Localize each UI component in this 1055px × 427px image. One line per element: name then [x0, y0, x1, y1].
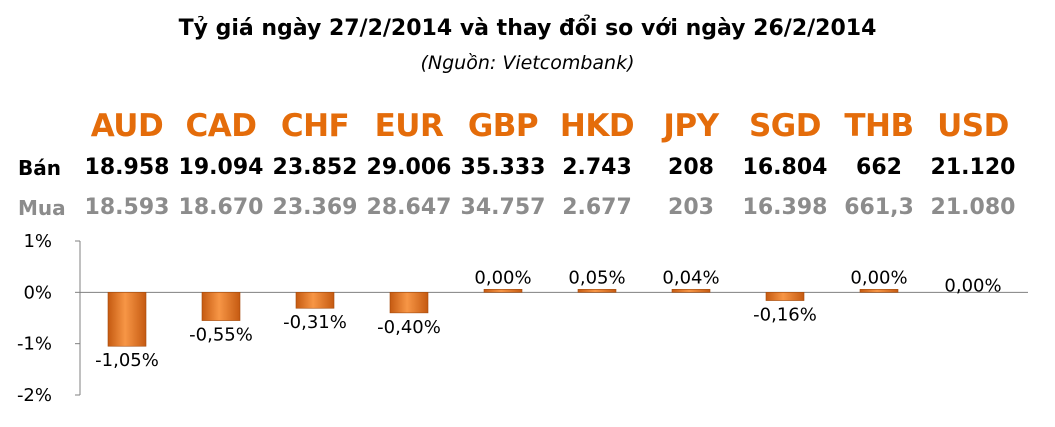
chart-subtitle: (Nguồn: Vietcombank) — [420, 52, 635, 74]
value-label-eur: -0,40% — [377, 317, 441, 338]
buy-rate-aud: 18.593 — [84, 195, 170, 220]
value-label-chf: -0,31% — [283, 312, 347, 333]
bar-gbp — [483, 289, 523, 293]
value-label-thb: 0,00% — [850, 267, 907, 288]
chart-bars — [107, 289, 899, 347]
value-label-hkd: 0,05% — [568, 267, 625, 288]
bar-chf — [295, 292, 335, 309]
currency-code-thb: THB — [844, 108, 914, 144]
value-label-aud: -1,05% — [95, 350, 159, 371]
buy-rate-eur: 28.647 — [366, 195, 452, 220]
sell-rate-aud: 18.958 — [84, 155, 170, 180]
y-tick-label: -1% — [17, 334, 52, 355]
bar-cad — [201, 292, 241, 321]
currency-code-aud: AUD — [90, 108, 164, 144]
chart-data-labels: -1,05% -0,55% -0,31% -0,40% 0,00% 0,05% 0,04% -… — [95, 267, 1001, 371]
value-label-usd: 0,00% — [944, 275, 1001, 296]
chart-title: Tỷ giá ngày 27/2/2014 và thay đổi so với… — [178, 16, 877, 41]
currency-code-cad: CAD — [185, 108, 257, 144]
buy-row-label: Mua — [18, 196, 66, 220]
sell-rate-sgd: 16.804 — [742, 155, 828, 180]
buy-rate-gbp: 34.757 — [460, 195, 546, 220]
value-label-jpy: 0,04% — [662, 267, 719, 288]
bar-sgd — [765, 292, 805, 301]
buy-rate-thb: 661,3 — [844, 195, 914, 220]
currency-code-usd: USD — [937, 108, 1009, 144]
value-label-sgd: -0,16% — [753, 305, 817, 326]
bar-thb — [859, 289, 899, 293]
currency-code-jpy: JPY — [663, 108, 719, 144]
y-tick-label: 1% — [23, 231, 52, 252]
sell-rate-thb: 662 — [856, 155, 902, 180]
sell-rate-usd: 21.120 — [930, 155, 1016, 180]
buy-rate-hkd: 2.677 — [562, 195, 632, 220]
bar-aud — [107, 292, 147, 347]
y-tick-label: 0% — [23, 282, 52, 303]
buy-rate-jpy: 203 — [668, 195, 714, 220]
sell-rate-eur: 29.006 — [366, 155, 452, 180]
currency-code-chf: CHF — [280, 108, 350, 144]
sell-rate-jpy: 208 — [668, 155, 714, 180]
value-label-cad: -0,55% — [189, 325, 253, 346]
sell-rate-gbp: 35.333 — [460, 155, 546, 180]
buy-rate-cad: 18.670 — [178, 195, 264, 220]
value-label-gbp: 0,00% — [474, 267, 531, 288]
currency-code-gbp: GBP — [467, 108, 539, 144]
sell-rate-chf: 23.852 — [272, 155, 358, 180]
buy-rate-row: Mua 18.593 18.670 23.369 28.647 34.757 2.677 2… — [0, 190, 1055, 230]
bar-eur — [389, 292, 429, 314]
bar-jpy — [671, 289, 711, 293]
buy-rate-usd: 21.080 — [930, 195, 1016, 220]
sell-rate-cad: 19.094 — [178, 155, 264, 180]
sell-rate-row: Bán 18.958 19.094 23.852 29.006 35.333 2.743 2… — [0, 150, 1055, 190]
currency-code-eur: EUR — [374, 108, 444, 144]
sell-row-label: Bán — [18, 156, 61, 180]
currency-code-sgd: SGD — [748, 108, 822, 144]
y-tick-label: -2% — [17, 385, 52, 406]
buy-rate-chf: 23.369 — [272, 195, 358, 220]
sell-rate-hkd: 2.743 — [562, 155, 632, 180]
currency-code-row: AUD CAD CHF EUR GBP HKD JPY SGD THB USD — [0, 106, 1055, 146]
currency-code-hkd: HKD — [559, 108, 635, 144]
bar-hkd — [577, 289, 617, 293]
chart-axes: 1% 0% -1% -2% — [17, 231, 1028, 406]
buy-rate-sgd: 16.398 — [742, 195, 828, 220]
